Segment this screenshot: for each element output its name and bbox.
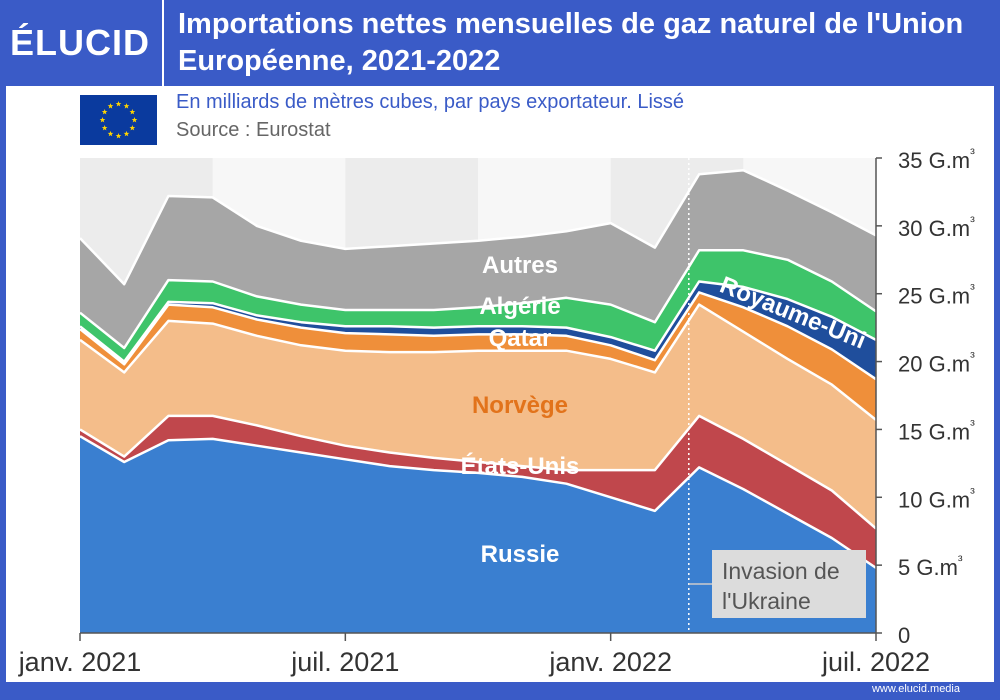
eu-star — [107, 103, 114, 109]
chart-subtitle: En milliards de mètres cubes, par pays e… — [176, 91, 685, 113]
eu-star — [129, 109, 136, 115]
chart-source: Source : Eurostat — [176, 119, 331, 141]
eu-star — [99, 117, 106, 123]
header-divider — [162, 0, 164, 86]
eu-star — [101, 125, 108, 131]
brand-logo: ÉLUCID — [10, 22, 150, 63]
eu-star — [115, 133, 122, 139]
eu-star — [115, 101, 122, 107]
eu-star — [123, 103, 130, 109]
eu-star — [129, 125, 136, 131]
header — [0, 0, 1000, 86]
eu-star — [123, 130, 130, 137]
chart-title: Importations nettes mensuelles de gaz na… — [178, 8, 964, 77]
eu-star — [101, 109, 108, 115]
chart-panel — [6, 86, 994, 682]
eu-star — [131, 117, 138, 123]
footer-url: www.elucid.media — [871, 683, 960, 695]
eu-star — [107, 130, 114, 137]
eu-flag-icon — [80, 95, 157, 145]
